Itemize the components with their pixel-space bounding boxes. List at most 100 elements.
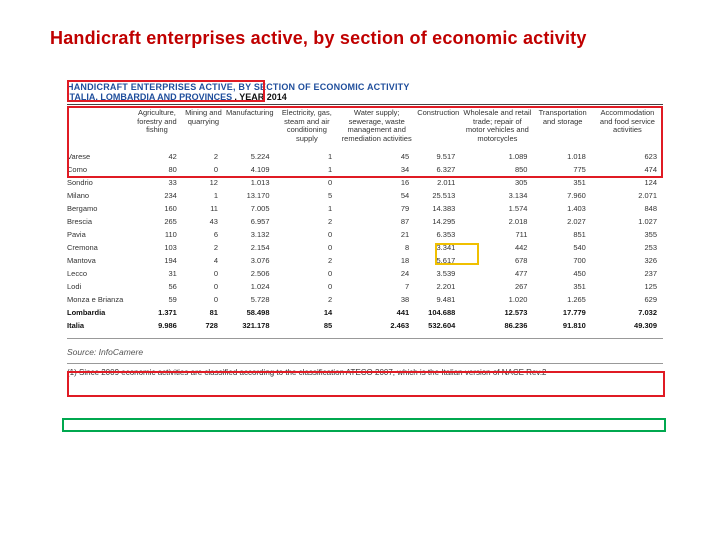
cell: 3.076: [224, 254, 276, 267]
cell: 160: [131, 202, 183, 215]
cell: 1: [276, 150, 339, 163]
cell: 7.032: [592, 306, 663, 319]
cell: 104.688: [415, 306, 461, 319]
cell: 3.341: [415, 241, 461, 254]
cell: 12.573: [461, 306, 533, 319]
cell: 5.617: [415, 254, 461, 267]
cell: 59: [131, 293, 183, 306]
cell: 49.309: [592, 319, 663, 332]
cell: 2: [183, 150, 224, 163]
table-row: Mantova19443.0762185.617678700326: [67, 254, 663, 267]
row-label: Cremona: [67, 241, 131, 254]
cell: 14: [276, 306, 339, 319]
row-label: Milano: [67, 189, 131, 202]
cell: 16: [338, 176, 415, 189]
cell: 678: [461, 254, 533, 267]
cell: 305: [461, 176, 533, 189]
cell: 234: [131, 189, 183, 202]
cell: 2.506: [224, 267, 276, 280]
cell: 775: [533, 163, 591, 176]
col-header: Electricity, gas, steam and air conditio…: [276, 105, 339, 150]
cell: 56: [131, 280, 183, 293]
cell: 450: [533, 267, 591, 280]
table-row: Varese4225.2241459.5171.0891.018623: [67, 150, 663, 163]
cell: 54: [338, 189, 415, 202]
table-year: , YEAR 2014: [234, 92, 286, 102]
row-label: Italia: [67, 319, 131, 332]
cell: 1.265: [533, 293, 591, 306]
cell: 1.403: [533, 202, 591, 215]
cell: 442: [461, 241, 533, 254]
cell: 0: [276, 267, 339, 280]
cell: 0: [183, 280, 224, 293]
cell: 24: [338, 267, 415, 280]
footnote: (1) Since 2009 economic activities are c…: [67, 368, 663, 377]
table-row: Cremona10322.154083.341442540253: [67, 241, 663, 254]
cell: 267: [461, 280, 533, 293]
cell: 6.353: [415, 228, 461, 241]
cell: 12: [183, 176, 224, 189]
cell: 7.960: [533, 189, 591, 202]
cell: 4: [183, 254, 224, 267]
row-label: Lombardia: [67, 306, 131, 319]
source-line: Source: InfoCamere: [67, 343, 663, 357]
col-header: Water supply; sewerage, waste management…: [338, 105, 415, 150]
table-row: Brescia265436.95728714.2952.0182.0271.02…: [67, 215, 663, 228]
table-row: Monza e Brianza5905.7282389.4811.0201.26…: [67, 293, 663, 306]
table-row: Bergamo160117.00517914.3831.5741.403848: [67, 202, 663, 215]
cell: 2: [276, 215, 339, 228]
row-label: Bergamo: [67, 202, 131, 215]
highlight-green: [62, 418, 666, 432]
col-header: Manufacturing: [224, 105, 276, 150]
cell: 326: [592, 254, 663, 267]
cell: 43: [183, 215, 224, 228]
cell: 3.539: [415, 267, 461, 280]
cell: 237: [592, 267, 663, 280]
table-header-lines: HANDICRAFT ENTERPRISES ACTIVE, BY SECTIO…: [67, 82, 663, 102]
cell: 79: [338, 202, 415, 215]
cell: 0: [276, 228, 339, 241]
cell: 9.517: [415, 150, 461, 163]
cell: 18: [338, 254, 415, 267]
row-label: Lodi: [67, 280, 131, 293]
cell: 700: [533, 254, 591, 267]
cell: 5: [276, 189, 339, 202]
cell: 14.295: [415, 215, 461, 228]
cell: 728: [183, 319, 224, 332]
table-row: Lecco3102.5060243.539477450237: [67, 267, 663, 280]
cell: 848: [592, 202, 663, 215]
cell: 85: [276, 319, 339, 332]
cell: 14.383: [415, 202, 461, 215]
table-heading-line1: HANDICRAFT ENTERPRISES ACTIVE, BY SECTIO…: [67, 82, 410, 92]
cell: 6.327: [415, 163, 461, 176]
table-body: Varese4225.2241459.5171.0891.018623Como8…: [67, 150, 663, 332]
cell: 1: [276, 202, 339, 215]
cell: 81: [183, 306, 224, 319]
cell: 13.170: [224, 189, 276, 202]
col-header: Mining and quarrying: [183, 105, 224, 150]
cell: 25.513: [415, 189, 461, 202]
cell: 9.986: [131, 319, 183, 332]
cell: 2.018: [461, 215, 533, 228]
cell: 2.011: [415, 176, 461, 189]
table-row: Sondrio33121.0130162.011305351124: [67, 176, 663, 189]
cell: 2.463: [338, 319, 415, 332]
cell: 623: [592, 150, 663, 163]
cell: 6: [183, 228, 224, 241]
cell: 1.024: [224, 280, 276, 293]
cell: 1.371: [131, 306, 183, 319]
row-label: Sondrio: [67, 176, 131, 189]
cell: 0: [183, 293, 224, 306]
cell: 8: [338, 241, 415, 254]
cell: 58.498: [224, 306, 276, 319]
cell: 110: [131, 228, 183, 241]
page-title: Handicraft enterprises active, by sectio…: [50, 28, 587, 49]
cell: 4.109: [224, 163, 276, 176]
cell: 629: [592, 293, 663, 306]
cell: 21: [338, 228, 415, 241]
cell: 103: [131, 241, 183, 254]
row-label: Pavia: [67, 228, 131, 241]
cell: 1.020: [461, 293, 533, 306]
cell: 1.018: [533, 150, 591, 163]
cell: 5.224: [224, 150, 276, 163]
